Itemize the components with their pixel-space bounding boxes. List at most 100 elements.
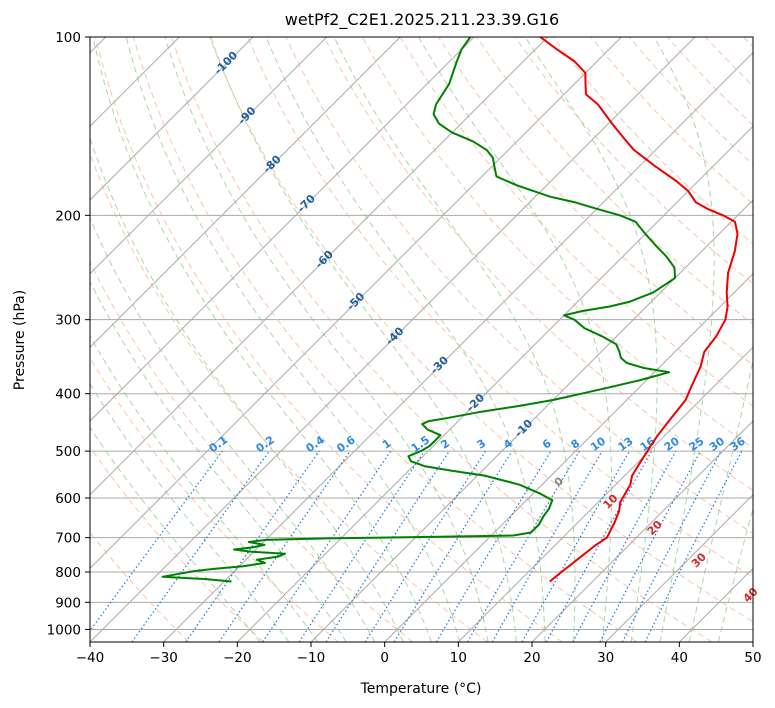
dry-adiabat-line — [514, 37, 753, 285]
mixing-ratio-line — [90, 450, 223, 632]
dry-adiabat-label: -40 — [383, 324, 406, 347]
x-tick-label: 20 — [523, 650, 540, 666]
mixing-ratio-line — [393, 450, 513, 642]
x-tick-label: −10 — [297, 650, 326, 666]
isotherm-gridline — [384, 272, 753, 642]
y-tick-label: 900 — [55, 595, 81, 611]
dry-adiabat-line — [743, 37, 753, 48]
dry-adiabat-label: -80 — [261, 152, 284, 175]
dry-adiabat-line — [90, 152, 488, 642]
dewpoint-profile-line — [161, 37, 677, 583]
isotherm-gridline — [90, 37, 328, 275]
isopleth-labels: 0.1 0.2 0.4 0.6 1 1.5 2 3 4 6 8 10 13 16 20 25 30 36-100-… — [207, 48, 761, 605]
moist-adiabat-line — [210, 37, 517, 642]
moist-adiabat-line — [717, 506, 753, 642]
mixing-ratio-label: 3 — [475, 437, 489, 452]
y-axis: 100 200 300 400 500 600 700 800 900 1000 — [47, 30, 90, 638]
dry-adiabat-line — [285, 37, 753, 535]
dry-adiabat-line — [666, 37, 753, 126]
y-tick-label: 600 — [55, 491, 81, 507]
moist-adiabat-line — [90, 216, 376, 642]
mixing-ratio-label: 2 — [438, 437, 452, 452]
x-axis: −40 −30 −20 −10 0 10 20 30 40 50 — [76, 642, 762, 666]
dry-adiabat-line — [476, 37, 753, 325]
x-tick-label: 0 — [380, 650, 389, 666]
y-tick-label: 1000 — [47, 622, 81, 638]
isotherm-gridline — [678, 567, 753, 642]
dry-adiabat-line — [90, 446, 264, 642]
dry-adiabat-line — [590, 37, 753, 205]
x-tick-label: −20 — [223, 650, 252, 666]
isotherm-gridline — [90, 37, 254, 201]
dry-adiabat-label: -50 — [344, 290, 367, 313]
moist-adiabat-line — [90, 280, 347, 642]
mixing-ratio-line — [325, 450, 450, 642]
dry-adiabat-label: -30 — [428, 353, 451, 376]
isotherm-gridline — [531, 420, 753, 642]
mixing-ratio-line — [131, 450, 270, 642]
grid-lines — [90, 37, 753, 642]
y-tick-label: 700 — [55, 531, 81, 547]
mixing-ratio-line — [521, 450, 631, 642]
moist-adiabat-line — [90, 334, 319, 642]
dry-adiabat-line — [90, 356, 339, 642]
isotherm-gridline — [90, 37, 475, 422]
y-tick-label: 200 — [55, 208, 81, 224]
mixing-ratio-line — [364, 450, 486, 642]
dry-adiabat-line — [94, 37, 563, 642]
temperature-profile-line — [539, 37, 739, 583]
isotherm-gridline — [310, 199, 753, 642]
isotherm-gridline — [752, 641, 753, 642]
mixing-ratio-label: 8 — [569, 437, 583, 452]
mixing-ratio-line — [298, 450, 425, 642]
mixing-ratio-line — [644, 450, 743, 642]
isotherm-gridline — [90, 37, 622, 570]
isotherm-gridline — [457, 346, 753, 642]
isotherm-gridline — [90, 37, 696, 642]
isotherm-gridline — [605, 493, 753, 642]
moist-adiabat-line — [90, 136, 404, 642]
y-tick-label: 300 — [55, 313, 81, 329]
moist-adiabat-label: 30 — [689, 550, 709, 570]
dry-adiabat-line — [90, 260, 414, 642]
moist-adiabat-line — [164, 37, 489, 642]
dry-adiabat-line — [90, 531, 190, 642]
mixing-ratio-line — [599, 450, 702, 642]
y-tick-label: 400 — [55, 387, 81, 403]
x-tick-label: 50 — [744, 650, 761, 666]
y-tick-label: 800 — [55, 565, 81, 581]
x-tick-label: 40 — [671, 650, 688, 666]
moist-adiabat-line — [90, 426, 261, 642]
mixing-ratio-line — [545, 450, 653, 642]
mixing-ratio-line — [218, 450, 351, 642]
moist-adiabat-line — [125, 37, 461, 642]
y-tick-label: 500 — [55, 444, 81, 460]
moist-adiabat-line — [653, 37, 715, 642]
chart-title: wetPf2_C2E1.2025.211.23.39.G16 — [285, 10, 559, 30]
y-tick-label: 100 — [55, 30, 81, 46]
dry-adiabats — [90, 37, 753, 642]
moist-adiabat-line — [688, 358, 753, 642]
mixing-ratio-label: 0.4 — [304, 433, 328, 455]
dry-adiabat-line — [209, 37, 753, 623]
moist-adiabat-line — [524, 37, 658, 642]
isotherm-gridline — [90, 37, 401, 349]
moist-adiabat-line — [90, 382, 290, 642]
isotherm-gridline — [90, 37, 549, 496]
y-axis-title: Pressure (hPa) — [12, 290, 28, 390]
mixing-ratio-line — [572, 450, 677, 642]
dry-adiabat-line — [132, 37, 638, 642]
x-axis-title: Temperature (°C) — [360, 681, 482, 697]
plot-frame — [89, 36, 754, 643]
moist-adiabat-line — [92, 37, 432, 642]
mixing-ratio-line — [185, 450, 320, 642]
dry-adiabat-line — [247, 37, 753, 578]
dry-adiabat-line — [171, 37, 712, 642]
isotherm-gridline — [163, 51, 753, 642]
dry-adiabat-label: -60 — [313, 248, 336, 271]
x-tick-label: −30 — [149, 650, 178, 666]
mixing-ratio-line — [435, 450, 552, 642]
moist-adiabat-line — [265, 37, 546, 642]
mixing-ratio-line — [262, 450, 392, 642]
moist-adiabat-label: 10 — [601, 491, 621, 511]
